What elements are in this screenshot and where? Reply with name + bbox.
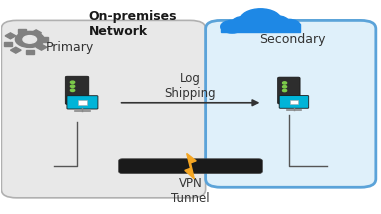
FancyBboxPatch shape: [2, 20, 206, 198]
Bar: [10, 47, 21, 53]
Bar: [36, 44, 47, 50]
FancyBboxPatch shape: [279, 96, 309, 108]
Circle shape: [70, 89, 75, 92]
Circle shape: [240, 9, 281, 32]
Circle shape: [283, 86, 287, 88]
Bar: [31, 30, 42, 36]
Text: Secondary: Secondary: [259, 33, 326, 46]
Circle shape: [23, 36, 37, 43]
Circle shape: [70, 85, 75, 88]
FancyBboxPatch shape: [65, 76, 89, 104]
Text: Primary: Primary: [45, 41, 94, 54]
FancyBboxPatch shape: [278, 77, 300, 104]
Circle shape: [231, 16, 260, 32]
FancyBboxPatch shape: [67, 96, 98, 109]
Bar: [40, 37, 48, 42]
Text: On-premises
Network: On-premises Network: [88, 10, 177, 38]
Circle shape: [277, 19, 300, 32]
Bar: [4, 42, 11, 46]
Polygon shape: [185, 153, 196, 179]
Text: Log
Shipping: Log Shipping: [165, 72, 216, 100]
FancyBboxPatch shape: [118, 159, 263, 174]
Circle shape: [261, 16, 290, 32]
Circle shape: [70, 81, 75, 83]
Bar: [221, 24, 300, 32]
Bar: [18, 29, 26, 34]
Bar: [290, 100, 298, 104]
Circle shape: [283, 89, 287, 92]
Circle shape: [283, 82, 287, 84]
Bar: [26, 50, 34, 54]
Circle shape: [221, 20, 243, 33]
Bar: [5, 33, 16, 39]
Text: VPN
Tunnel: VPN Tunnel: [171, 177, 210, 205]
Bar: [78, 100, 87, 105]
FancyBboxPatch shape: [206, 20, 376, 187]
Circle shape: [15, 31, 44, 48]
